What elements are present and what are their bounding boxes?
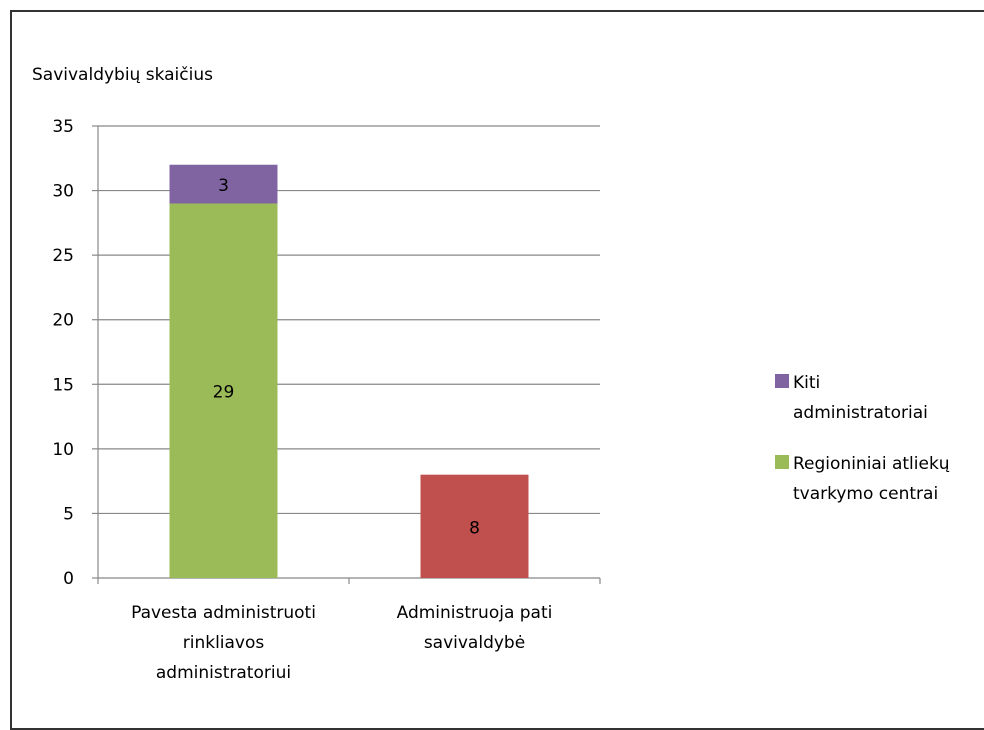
data-label: 8 bbox=[469, 518, 480, 538]
x-category-label: Pavesta administruoti rinkliavos administr… bbox=[131, 603, 316, 683]
x-category-label-line: Administruoja pati bbox=[397, 603, 553, 623]
x-tick-labels: Pavesta administruoti rinkliavos administr… bbox=[131, 603, 552, 683]
bars: 29 3 8 bbox=[169, 164, 529, 578]
y-tick-labels: 0 5 10 15 20 25 30 35 bbox=[52, 117, 74, 589]
legend-swatch bbox=[775, 374, 789, 388]
chart: Savivaldybių skaičius 0 5 10 15 20 25 30 35 29 3… bbox=[32, 65, 950, 683]
legend-label-line: tvarkymo centrai bbox=[793, 484, 938, 504]
legend-swatch bbox=[775, 455, 789, 469]
x-category-label-line: savivaldybė bbox=[424, 633, 525, 653]
legend-label: Regioniniai atliekų tvarkymo centrai bbox=[793, 454, 950, 504]
legend-label-line: Regioniniai atliekų bbox=[793, 454, 950, 474]
legend: Kiti administratoriai Regioniniai atliekų t… bbox=[775, 373, 950, 504]
legend-label: Kiti administratoriai bbox=[793, 373, 928, 423]
y-tick-label: 20 bbox=[52, 311, 74, 331]
data-label: 3 bbox=[218, 176, 229, 196]
x-category-label: Administruoja pati savivaldybė bbox=[397, 603, 553, 653]
bar-segment bbox=[169, 164, 278, 204]
bar-segment bbox=[420, 474, 529, 578]
legend-label-line: Kiti bbox=[793, 373, 820, 393]
y-tick-label: 10 bbox=[52, 440, 74, 460]
bar-segment bbox=[169, 203, 278, 578]
x-category-label-line: administratoriui bbox=[156, 663, 291, 683]
legend-label-line: administratoriai bbox=[793, 403, 928, 423]
y-axis-title: Savivaldybių skaičius bbox=[32, 65, 213, 85]
y-tick-label: 25 bbox=[52, 246, 74, 266]
y-tick-label: 35 bbox=[52, 117, 74, 137]
y-tick-label: 0 bbox=[63, 569, 74, 589]
x-category-label-line: rinkliavos bbox=[183, 633, 265, 653]
data-label: 29 bbox=[213, 383, 235, 403]
y-tick-label: 30 bbox=[52, 182, 74, 202]
x-category-label-line: Pavesta administruoti bbox=[131, 603, 316, 623]
y-tick-label: 5 bbox=[63, 504, 74, 524]
y-tick-label: 15 bbox=[52, 375, 74, 395]
